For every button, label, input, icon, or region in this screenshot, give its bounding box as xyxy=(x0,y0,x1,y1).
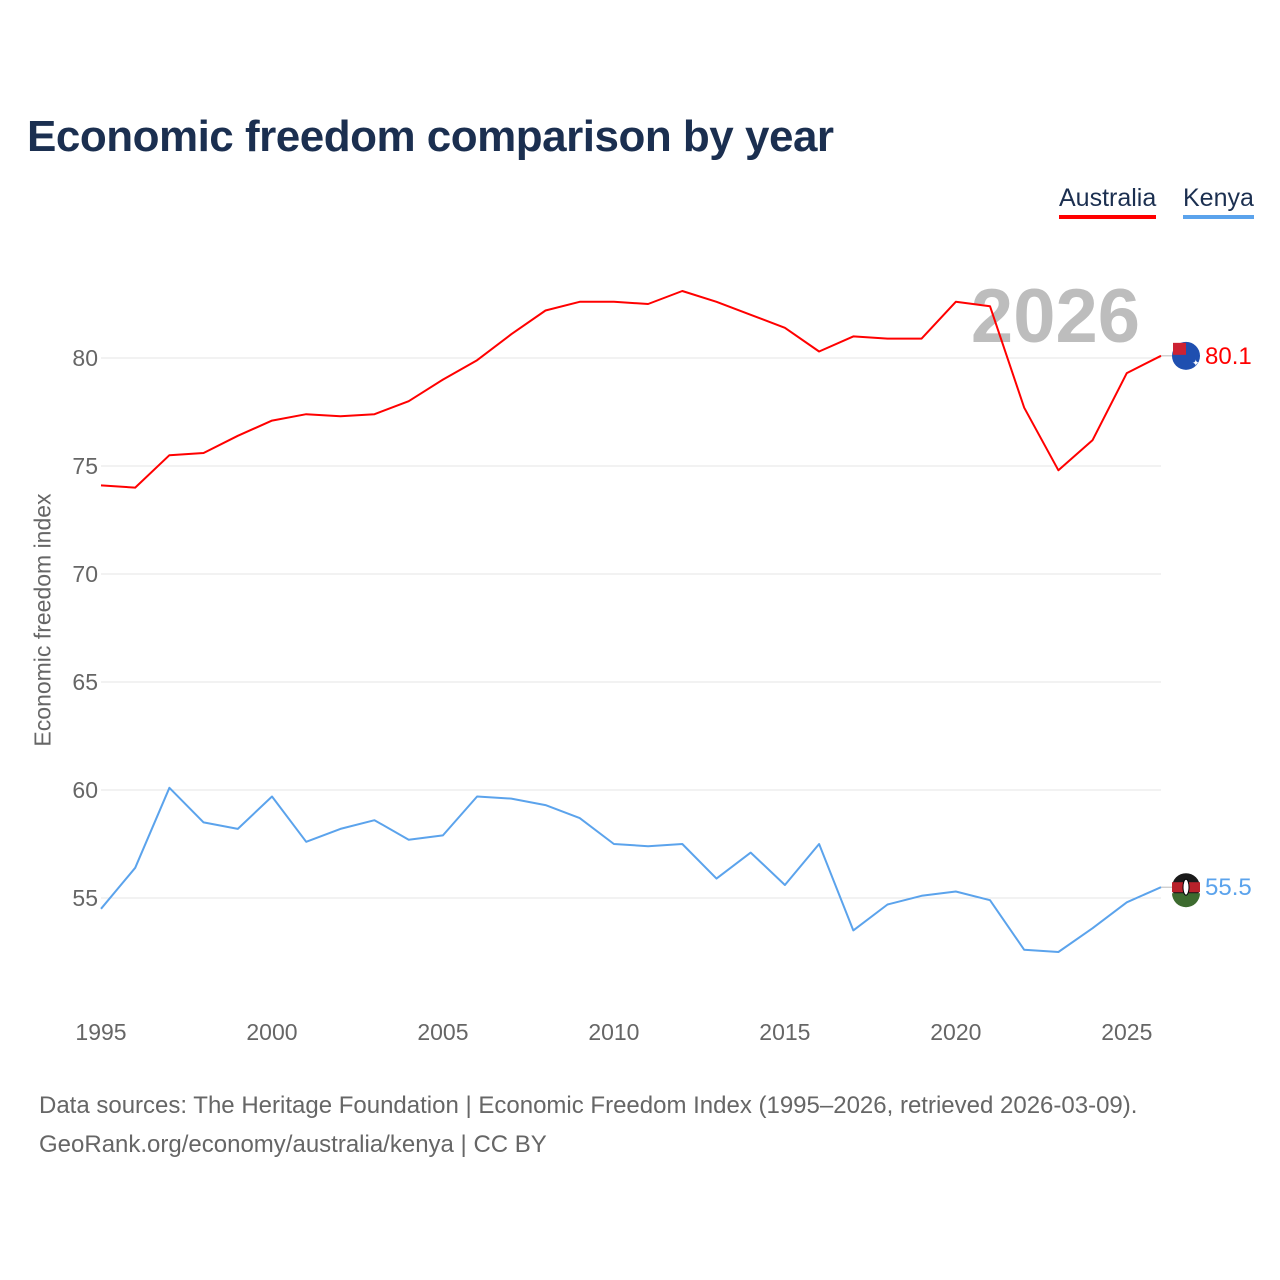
y-tick-label: 80 xyxy=(72,345,98,371)
legend-kenya[interactable]: Kenya xyxy=(1183,184,1254,219)
legend-australia[interactable]: Australia xyxy=(1059,184,1157,219)
y-tick-label: 55 xyxy=(72,885,98,911)
year-watermark: 2026 xyxy=(971,274,1140,359)
y-tick-label: 75 xyxy=(72,453,98,479)
end-value-label: 55.5 xyxy=(1205,874,1252,901)
kenya-flag-green xyxy=(1172,893,1200,908)
end-value-label: 80.1 xyxy=(1205,343,1252,370)
x-tick-label: 2005 xyxy=(417,1019,468,1045)
x-tick-label: 2000 xyxy=(246,1019,297,1045)
x-tick-label: 2020 xyxy=(930,1019,981,1045)
y-tick-label: 65 xyxy=(72,669,98,695)
y-tick-label: 60 xyxy=(72,777,98,803)
data-source: Data sources: The Heritage Foundation | … xyxy=(39,1092,1138,1119)
series-line-kenya xyxy=(100,786,1162,953)
series-line-australia xyxy=(100,290,1162,489)
australia-flag-star: ✦ xyxy=(1192,358,1200,368)
chart-title: Economic freedom comparison by year xyxy=(27,112,834,161)
x-tick-label: 2010 xyxy=(588,1019,639,1045)
attribution-link[interactable]: GeoRank.org/economy/australia/kenya | CC… xyxy=(39,1131,547,1158)
kenya-flag-shield xyxy=(1182,878,1190,896)
x-tick-label: 2015 xyxy=(759,1019,810,1045)
footer: Data sources: The Heritage Foundation | … xyxy=(39,1086,1137,1164)
x-tick-label: 1995 xyxy=(75,1019,126,1045)
australia-flag-union xyxy=(1173,342,1186,355)
x-tick-label: 2025 xyxy=(1101,1019,1152,1045)
y-tick-label: 70 xyxy=(72,561,98,587)
